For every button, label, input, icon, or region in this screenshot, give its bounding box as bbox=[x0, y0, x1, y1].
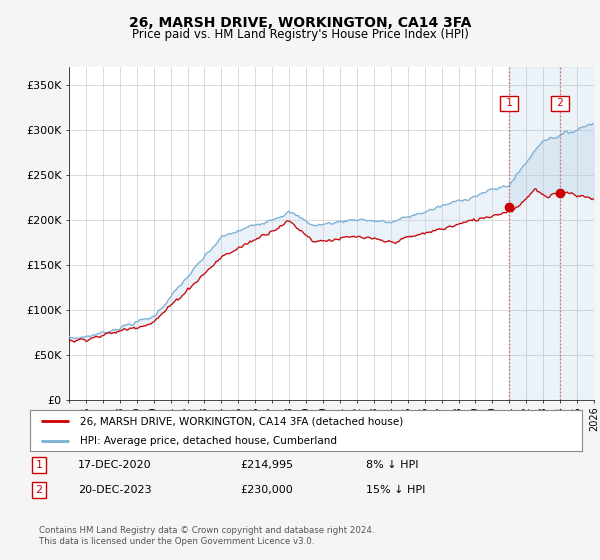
Text: 8% ↓ HPI: 8% ↓ HPI bbox=[366, 460, 419, 470]
Text: 1: 1 bbox=[35, 460, 43, 470]
Text: 1: 1 bbox=[503, 98, 516, 108]
Text: HPI: Average price, detached house, Cumberland: HPI: Average price, detached house, Cumb… bbox=[80, 436, 337, 446]
Text: Price paid vs. HM Land Registry's House Price Index (HPI): Price paid vs. HM Land Registry's House … bbox=[131, 28, 469, 41]
Text: £230,000: £230,000 bbox=[240, 485, 293, 495]
Text: 26, MARSH DRIVE, WORKINGTON, CA14 3FA (detached house): 26, MARSH DRIVE, WORKINGTON, CA14 3FA (d… bbox=[80, 417, 403, 426]
Text: 15% ↓ HPI: 15% ↓ HPI bbox=[366, 485, 425, 495]
Text: 20-DEC-2023: 20-DEC-2023 bbox=[78, 485, 152, 495]
Text: 2: 2 bbox=[554, 98, 566, 108]
Bar bbox=[509, 67, 594, 400]
Text: £214,995: £214,995 bbox=[240, 460, 293, 470]
Text: 17-DEC-2020: 17-DEC-2020 bbox=[78, 460, 152, 470]
Text: 2: 2 bbox=[35, 485, 43, 495]
Text: 26, MARSH DRIVE, WORKINGTON, CA14 3FA: 26, MARSH DRIVE, WORKINGTON, CA14 3FA bbox=[129, 16, 471, 30]
Text: Contains HM Land Registry data © Crown copyright and database right 2024.
This d: Contains HM Land Registry data © Crown c… bbox=[39, 526, 374, 546]
